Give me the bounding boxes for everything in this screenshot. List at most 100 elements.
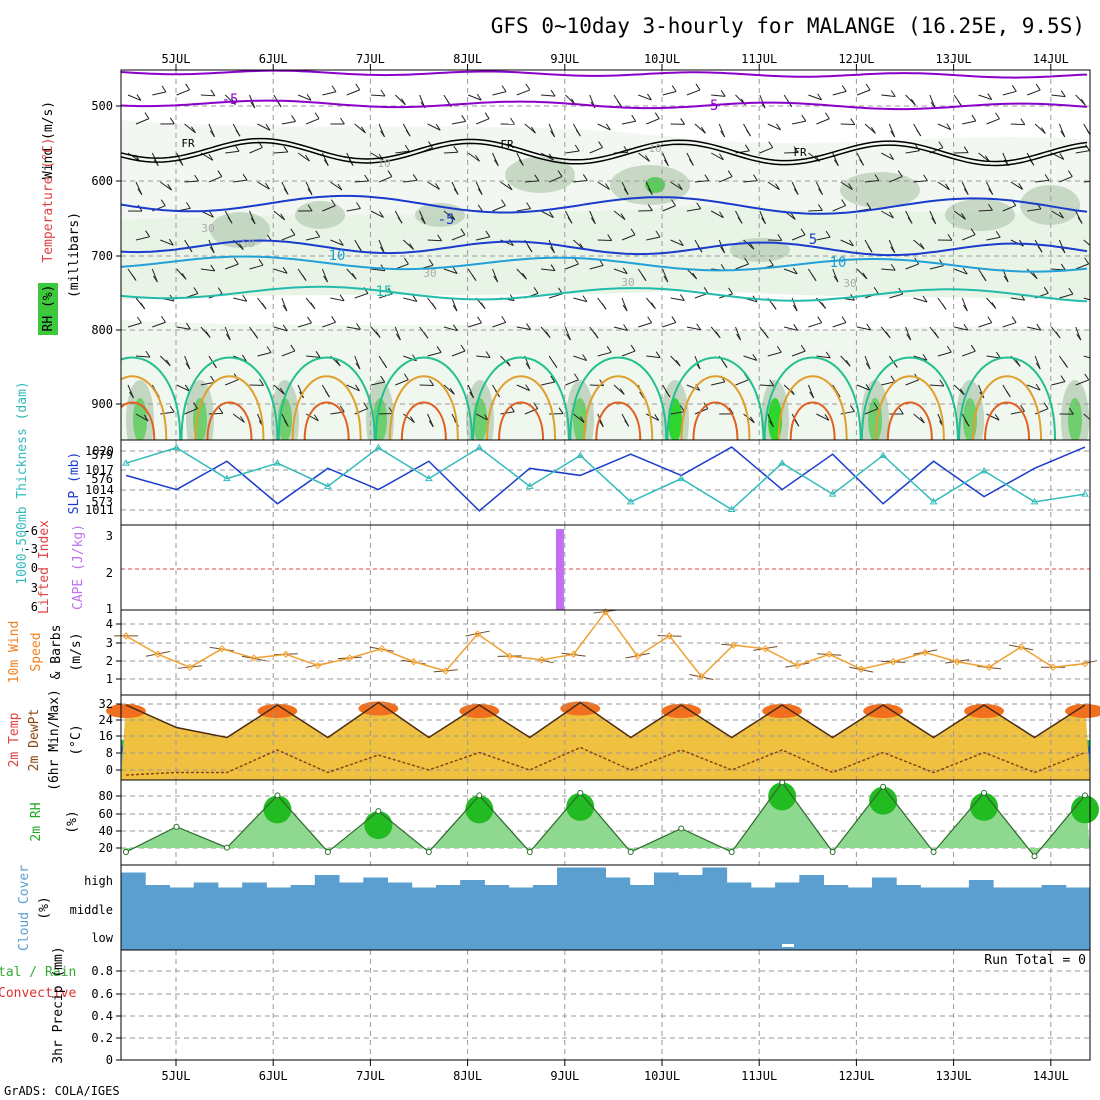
wind-barb <box>1044 174 1050 181</box>
wind-barb <box>355 384 360 392</box>
wind-barb <box>403 355 417 362</box>
wind-barb <box>1037 245 1043 253</box>
wind-barb <box>370 268 385 272</box>
wind-barb <box>484 112 490 119</box>
rh-point <box>1031 853 1038 860</box>
rh-peak <box>1071 795 1099 824</box>
wind-barb <box>881 94 896 97</box>
wind-barb <box>402 413 415 423</box>
wind-barb <box>962 267 968 275</box>
wind-ylabel1: 10m Wind <box>7 621 22 684</box>
wind-barb <box>841 199 847 206</box>
cape-bar <box>555 529 564 610</box>
wind-barb <box>961 213 966 220</box>
wind-barb <box>322 205 336 212</box>
wind-barb <box>331 316 337 323</box>
wind-barb <box>759 384 774 387</box>
wind-barb <box>250 217 256 225</box>
precip-total-ylabel: tal / Rain <box>0 965 76 980</box>
wind-barb <box>492 91 507 96</box>
wind-speed-point <box>1049 663 1057 671</box>
wind-barb <box>1051 210 1064 219</box>
temp-peak <box>560 701 601 716</box>
wind-barb <box>801 114 807 122</box>
wind-barb <box>677 183 683 191</box>
wind-barb <box>768 259 774 266</box>
rh-blob <box>295 201 345 229</box>
wind-barb <box>638 94 652 101</box>
temp-arch <box>277 356 376 440</box>
wind-barb <box>793 146 799 153</box>
wind-barb <box>137 188 143 196</box>
wind-barb <box>409 243 414 250</box>
wind-barb <box>283 145 289 153</box>
wind-barb <box>510 117 515 125</box>
wind-barb <box>184 123 196 134</box>
wind-barb <box>1010 181 1023 190</box>
rh-band <box>121 195 1090 300</box>
dewpt-line <box>125 746 1086 776</box>
wind-barb <box>140 302 146 310</box>
y-tick-label: 0.8 <box>91 964 113 978</box>
wind-barb <box>941 303 947 310</box>
wind-barb <box>136 94 142 101</box>
slp-tick-label: 1017 <box>85 463 114 477</box>
wind-barb <box>743 180 758 183</box>
wind-barb <box>460 228 466 236</box>
wind-barb <box>557 170 563 177</box>
wind-barb <box>276 100 282 108</box>
wind-barb <box>1032 272 1038 280</box>
wind-barb <box>468 322 482 328</box>
wind-barb <box>477 316 482 324</box>
wind-barb <box>382 361 388 368</box>
cloud-high-bar <box>581 867 606 890</box>
temp-peak <box>762 704 803 718</box>
wind-barb <box>176 89 190 96</box>
wind-barb <box>525 362 531 370</box>
thickness-line-point <box>1030 497 1039 505</box>
contour-label: -5 <box>222 92 239 108</box>
wind-barb <box>469 391 474 399</box>
wind-barb <box>995 112 1000 120</box>
wind-barb <box>143 414 149 422</box>
cloud-high-bar <box>411 887 437 890</box>
rh-blob <box>505 157 575 193</box>
wind-barb <box>715 331 721 339</box>
wind-barb <box>1083 355 1090 359</box>
wind-barb <box>129 391 134 399</box>
wind-barb <box>443 326 458 332</box>
wind-barb <box>919 242 925 250</box>
wind-barb <box>939 379 945 387</box>
wind-barb <box>768 141 774 148</box>
day-label-top: 13JUL <box>936 52 972 66</box>
wind-barb <box>193 287 199 294</box>
y-tick-label: 0.4 <box>91 1009 113 1023</box>
cloud-high-bar <box>266 887 292 890</box>
temp-arch <box>874 375 945 440</box>
temp-line <box>125 701 1086 739</box>
wind-barb <box>356 202 361 209</box>
wind-barb <box>865 83 871 91</box>
day-label-top: 11JUL <box>741 52 777 66</box>
wind-barb <box>305 118 320 125</box>
wind-barb <box>978 209 993 212</box>
thickness-line-point <box>677 474 686 482</box>
wind-barb <box>694 180 709 183</box>
wind-barb <box>176 384 190 392</box>
freezing-line <box>121 137 1088 163</box>
wind-barb <box>370 152 384 161</box>
wind-barb <box>567 217 573 224</box>
wind-barb <box>1026 89 1041 96</box>
wind-barb <box>832 322 847 328</box>
temp-arch <box>121 375 168 440</box>
wind-barb <box>282 267 288 274</box>
wind-barb <box>833 159 839 167</box>
wind-barb <box>1075 150 1090 154</box>
wind-barb <box>1075 379 1089 386</box>
wind-barb <box>621 234 636 241</box>
wind-barb <box>686 384 700 391</box>
wind-barb <box>711 94 726 97</box>
rh-point <box>1082 792 1088 799</box>
wind-barb <box>380 130 385 138</box>
wind-barb <box>436 346 442 353</box>
